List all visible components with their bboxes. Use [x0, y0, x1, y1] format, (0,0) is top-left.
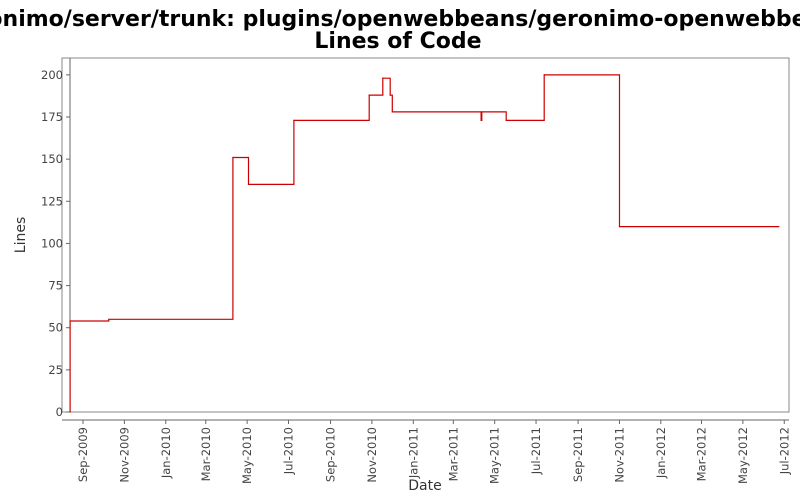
- y-tick-label: 150: [41, 152, 63, 166]
- data-point: [382, 77, 384, 79]
- chart-subtitle: Lines of Code: [314, 29, 481, 54]
- plot-area: [61, 57, 790, 413]
- series-layer: [69, 74, 780, 413]
- data-point: [481, 111, 483, 113]
- data-point: [391, 111, 393, 113]
- x-tick-label: May-2011: [488, 427, 502, 484]
- x-tick-label: Sep-2010: [324, 427, 338, 482]
- y-tick-label: 125: [41, 194, 63, 208]
- x-tick-label: Jan-2010: [159, 427, 173, 479]
- y-tick-label: 175: [41, 110, 63, 124]
- data-point: [368, 94, 370, 96]
- x-tick-label: Jan-2011: [406, 427, 420, 479]
- x-tick-label: Nov-2010: [365, 427, 379, 483]
- x-tick-label: Mar-2012: [695, 427, 709, 481]
- data-point: [293, 119, 295, 121]
- x-tick-label: Nov-2009: [117, 427, 131, 483]
- data-point: [232, 156, 234, 159]
- y-tick-label: 25: [48, 363, 63, 377]
- y-tick-label: 100: [41, 236, 63, 250]
- data-point: [618, 226, 621, 228]
- data-point: [108, 318, 110, 320]
- x-tick-label: Sep-2009: [76, 427, 90, 482]
- x-tick-label: Jul-2012: [777, 427, 791, 475]
- data-point: [480, 119, 482, 121]
- data-point: [389, 94, 391, 96]
- y-tick-label: 0: [56, 405, 63, 419]
- data-point: [505, 119, 507, 121]
- x-tick-label: May-2010: [240, 427, 254, 484]
- y-tick-label: 75: [48, 279, 63, 293]
- data-point: [69, 320, 71, 322]
- series-line: [69, 74, 779, 412]
- y-tick-label: 50: [48, 321, 63, 335]
- y-axis-label: Lines: [13, 217, 29, 253]
- x-axis-label: Date: [408, 478, 441, 494]
- x-tick-label: May-2012: [736, 427, 750, 484]
- data-point: [247, 183, 250, 185]
- x-tick-label: Jan-2012: [654, 427, 668, 479]
- y-tick-label: 200: [41, 68, 63, 82]
- x-tick-label: Jul-2010: [282, 427, 296, 475]
- x-tick-label: Sep-2011: [571, 427, 585, 482]
- x-tick-label: Mar-2010: [199, 427, 213, 481]
- data-point: [778, 226, 780, 228]
- x-tick-label: Mar-2011: [446, 427, 460, 481]
- x-axis: Sep-2009 Nov-2009 Jan-2010 Mar-2010 May-2010…: [62, 419, 791, 484]
- y-axis: 0 25 50 75 100 125 150 175 200: [41, 58, 71, 419]
- data-point: [543, 74, 545, 76]
- x-tick-label: Nov-2011: [612, 427, 626, 483]
- x-tick-label: Jul-2011: [529, 427, 543, 475]
- chart-title: /geronimo/server/trunk: plugins/openwebb…: [0, 7, 800, 32]
- data-point: [69, 411, 71, 413]
